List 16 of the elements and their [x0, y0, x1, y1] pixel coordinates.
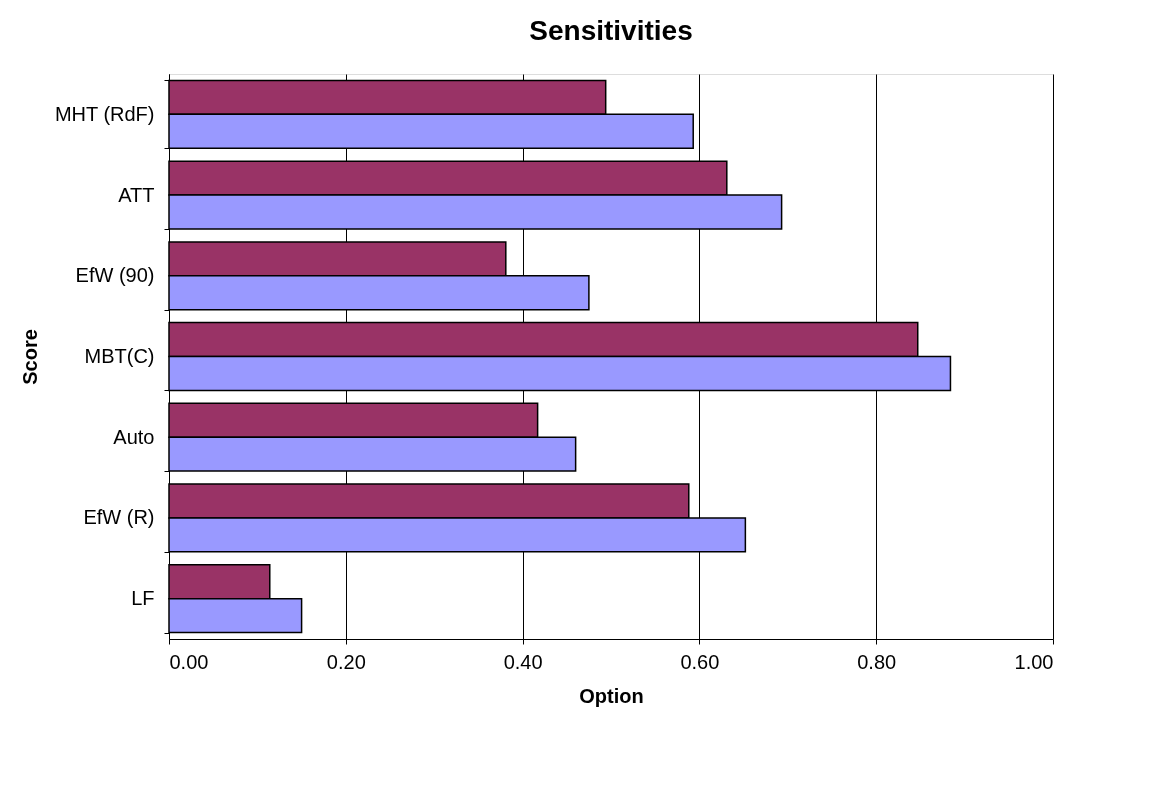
y-tick-label: Auto — [113, 425, 155, 448]
x-tick-label: 0.60 — [680, 650, 720, 673]
x-tick-label: 0.40 — [503, 650, 543, 673]
chart-title: Sensitivities — [529, 15, 693, 46]
x-tick-label: 0.80 — [857, 650, 897, 673]
y-tick-label: MHT (RdF) — [54, 102, 155, 125]
y-tick-label: MBT(C) — [84, 345, 155, 367]
x-tick-label: 0.20 — [326, 650, 366, 673]
y-tick-label: LF — [131, 587, 155, 610]
y-tick-label: ATT — [118, 183, 155, 206]
y-tick-label: EfW (90) — [75, 264, 155, 287]
x-axis-title: Option — [579, 684, 644, 707]
y-tick-label: EfW (R) — [83, 506, 155, 529]
y-axis-title: Score — [18, 329, 41, 385]
x-tick-label: 0.00 — [169, 650, 209, 673]
x-tick-label: 1.00 — [1014, 650, 1054, 673]
